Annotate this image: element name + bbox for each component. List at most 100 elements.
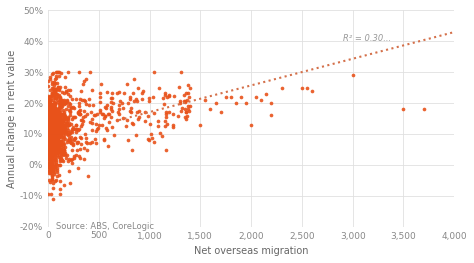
- Point: [50, 119, 57, 123]
- Point: [50, 114, 57, 119]
- Point: [53, 150, 60, 154]
- Point: [50, 120, 58, 124]
- Point: [177, 70, 185, 74]
- Point: [47, 162, 55, 166]
- Point: [50, 119, 57, 123]
- Point: [108, 91, 116, 95]
- Point: [53, 123, 61, 127]
- Point: [45, 171, 53, 175]
- Point: [56, 109, 64, 114]
- Point: [50, 93, 57, 97]
- Point: [53, 124, 60, 129]
- Point: [44, 144, 52, 148]
- Point: [60, 114, 68, 118]
- Point: [64, 88, 72, 92]
- Point: [46, 116, 54, 120]
- Point: [263, 92, 270, 96]
- Point: [64, 92, 72, 96]
- Point: [88, 140, 95, 144]
- Point: [52, 155, 60, 159]
- Point: [50, 129, 57, 133]
- Point: [63, 101, 70, 105]
- Point: [58, 127, 65, 132]
- Point: [48, 132, 56, 136]
- Point: [222, 95, 229, 99]
- Point: [49, 197, 56, 201]
- Point: [51, 87, 58, 92]
- Point: [57, 105, 65, 109]
- Point: [47, 152, 55, 156]
- Point: [52, 129, 59, 134]
- Point: [60, 183, 68, 187]
- Point: [57, 142, 65, 146]
- Point: [60, 149, 67, 154]
- Point: [47, 102, 55, 106]
- Point: [51, 144, 59, 148]
- Point: [55, 135, 63, 139]
- Point: [45, 148, 53, 153]
- Point: [76, 109, 83, 113]
- Point: [76, 135, 83, 139]
- Point: [50, 158, 58, 162]
- Point: [45, 155, 52, 159]
- Point: [49, 123, 57, 127]
- Point: [45, 150, 52, 154]
- Point: [52, 133, 59, 137]
- Point: [54, 136, 61, 140]
- Point: [161, 124, 169, 128]
- Point: [46, 141, 53, 145]
- Point: [47, 125, 55, 130]
- Point: [61, 127, 69, 131]
- Point: [70, 105, 77, 109]
- Point: [45, 142, 53, 146]
- Point: [101, 114, 109, 118]
- Point: [60, 148, 67, 153]
- Point: [50, 136, 57, 140]
- Point: [47, 163, 55, 167]
- Point: [47, 165, 55, 169]
- Point: [49, 141, 57, 145]
- Point: [52, 125, 59, 130]
- Point: [53, 120, 61, 125]
- Point: [46, 99, 54, 103]
- Point: [57, 115, 65, 119]
- Point: [52, 143, 59, 147]
- Point: [54, 133, 62, 137]
- Point: [129, 91, 137, 95]
- Point: [54, 124, 62, 128]
- Point: [47, 165, 55, 169]
- Point: [55, 153, 63, 158]
- Point: [96, 109, 103, 114]
- Point: [51, 141, 59, 145]
- Point: [51, 117, 59, 121]
- Point: [46, 142, 53, 146]
- Point: [45, 156, 52, 161]
- Point: [53, 145, 60, 150]
- Point: [127, 110, 135, 114]
- Point: [45, 148, 53, 152]
- Point: [185, 109, 193, 113]
- Point: [50, 131, 57, 135]
- Point: [48, 148, 55, 152]
- Point: [56, 139, 64, 143]
- Point: [51, 157, 58, 161]
- Point: [60, 108, 67, 113]
- Point: [51, 126, 58, 130]
- Point: [54, 140, 62, 144]
- Point: [75, 70, 83, 74]
- Point: [55, 131, 62, 135]
- Point: [61, 148, 68, 152]
- Point: [56, 117, 64, 122]
- Point: [134, 86, 142, 90]
- Point: [49, 134, 56, 139]
- Point: [47, 123, 55, 127]
- Point: [46, 115, 53, 119]
- Point: [141, 110, 148, 114]
- Point: [57, 156, 64, 160]
- Point: [53, 153, 61, 158]
- Point: [51, 143, 58, 147]
- Point: [51, 142, 58, 146]
- Point: [49, 109, 56, 114]
- Point: [60, 112, 68, 117]
- Point: [50, 136, 58, 140]
